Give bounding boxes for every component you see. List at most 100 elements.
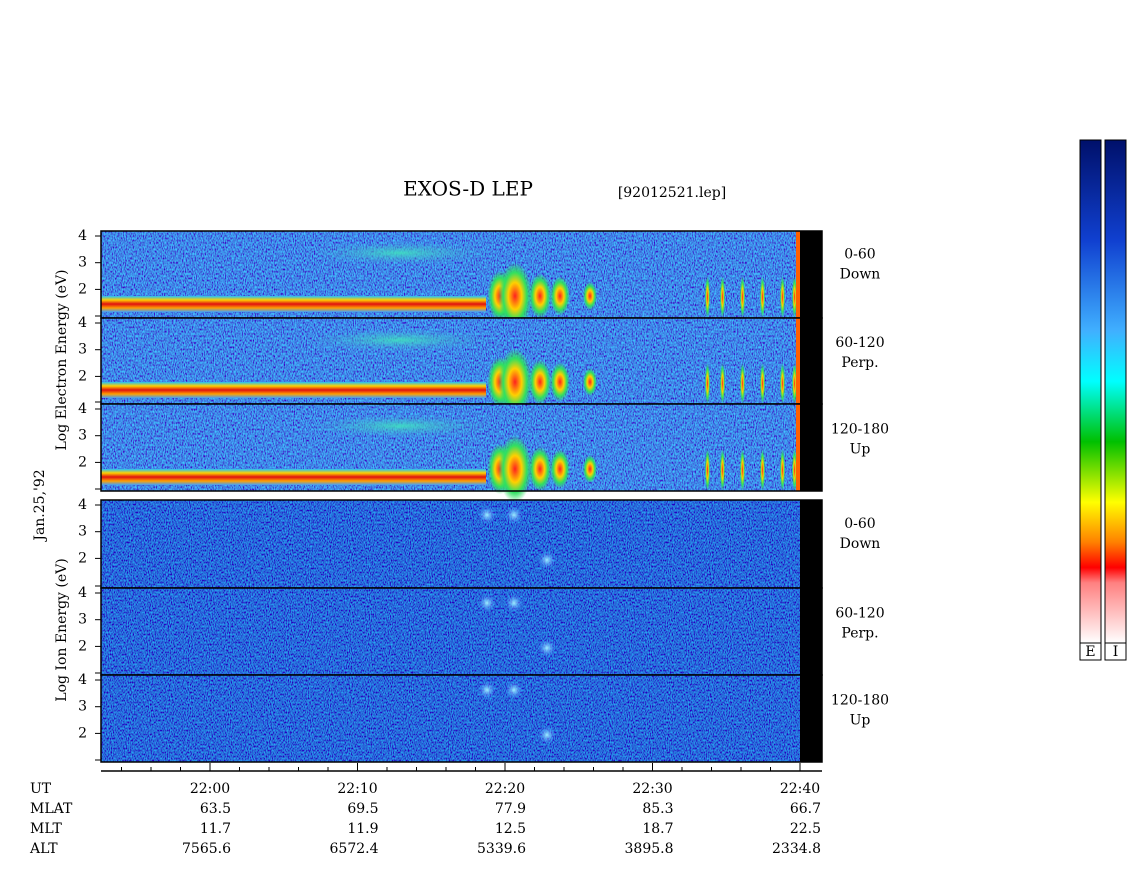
edge (796, 231, 800, 318)
spike (792, 276, 797, 318)
burst (550, 362, 570, 402)
ion-spot (538, 639, 556, 657)
panel-direction: Up (850, 713, 871, 729)
ion-spot (505, 594, 523, 612)
burst (550, 449, 570, 489)
burst (498, 348, 532, 416)
spike (705, 449, 710, 491)
colorbar (1104, 139, 1127, 644)
row-label: MLAT (30, 801, 73, 817)
panel-direction: Up (850, 442, 871, 458)
ephemeris-value: 12.5 (495, 821, 526, 837)
spectrogram-bg (101, 500, 800, 588)
y-tick-label: 3 (78, 255, 87, 271)
y-tick-label: 4 (78, 585, 87, 601)
spectrograms: 2 3 4 0-60 Down 2 3 4 60-120 Perp. 2 3 4 120-180 Up 2 3 4… (78, 228, 889, 763)
y-tick-label: 2 (78, 368, 87, 384)
panel-direction: Perp. (841, 355, 878, 371)
panel-range: 60-120 (835, 335, 884, 351)
y-tick-label: 3 (78, 428, 87, 444)
panel-range: 120-180 (831, 422, 889, 438)
ephemeris-value: 63.5 (200, 801, 231, 817)
ephemeris-value: 6572.4 (330, 841, 379, 857)
cloud (305, 241, 495, 265)
time-label: 22:00 (190, 781, 230, 797)
ephemeris-value: 69.5 (347, 801, 378, 817)
spectrogram-bg (101, 588, 800, 675)
panel-range: 0-60 (844, 516, 875, 532)
ephemeris-value: 11.9 (347, 821, 378, 837)
y-tick-label: 4 (78, 228, 87, 244)
ion-spot (505, 506, 523, 524)
spike (760, 276, 765, 318)
ephemeris-value: 7565.6 (182, 841, 231, 857)
ephemeris-value: 18.7 (642, 821, 673, 837)
burst (528, 359, 552, 405)
spike (705, 363, 710, 404)
colorbar-label-box (1104, 642, 1127, 661)
y-tick-label: 4 (78, 315, 87, 331)
y-tick-label: 2 (78, 550, 87, 566)
ion-axis-label: Log Ion Energy (eV) (54, 558, 70, 701)
date: Jan.25,'92 (32, 469, 48, 542)
burst (583, 368, 597, 396)
ion-spot (505, 681, 523, 699)
ephemeris-value: 5339.6 (477, 841, 526, 857)
data-gap (800, 675, 822, 762)
ion-spot (538, 726, 556, 744)
panel-range: 60-120 (835, 606, 884, 622)
burst (498, 435, 532, 503)
burst (528, 446, 552, 492)
spike (780, 276, 785, 318)
y-tick-label: 3 (78, 612, 87, 628)
ion-spot (538, 551, 556, 569)
ephemeris-value: 77.9 (495, 801, 526, 817)
y-tick-label: 2 (78, 725, 87, 741)
y-tick-label: 2 (78, 281, 87, 297)
edge (796, 404, 800, 491)
time-label: 22:10 (337, 781, 377, 797)
data-gap (800, 318, 822, 404)
time-label: 22:20 (485, 781, 525, 797)
low-energy-band (101, 296, 486, 312)
panel-range: 120-180 (831, 693, 889, 709)
cloud (305, 328, 495, 352)
data-gap (800, 500, 822, 588)
burst (550, 276, 570, 316)
time-label: 22:40 (780, 781, 820, 797)
panel-frame (100, 403, 823, 492)
colorbar (1079, 139, 1102, 644)
time-axis: UT 22:00 22:10 22:20 22:30 22:40 MLAT 63.5 69.5 7… (29, 763, 822, 857)
row-label: UT (30, 781, 52, 797)
row-label: MLT (30, 821, 62, 837)
ephemeris-value: 66.7 (790, 801, 821, 817)
y-tick-label: 3 (78, 699, 87, 715)
y-tick-label: 3 (78, 342, 87, 358)
ion-spot (478, 681, 496, 699)
panel-frame (100, 674, 823, 763)
spike (792, 449, 797, 491)
ion-spot (478, 594, 496, 612)
spike (705, 276, 710, 318)
spike (720, 276, 725, 318)
ephemeris-value: 2334.8 (772, 841, 821, 857)
colorbar-label: E (1085, 644, 1095, 660)
y-tick-label: 3 (78, 524, 87, 540)
low-energy-band (101, 469, 486, 485)
spike (720, 363, 725, 404)
spike (760, 449, 765, 491)
burst (528, 273, 552, 319)
ephemeris-value: 22.5 (790, 821, 821, 837)
burst (583, 455, 597, 483)
y-tick-label: 4 (78, 401, 87, 417)
burst (583, 282, 597, 310)
y-tick-label: 4 (78, 672, 87, 688)
spike (760, 363, 765, 404)
panel-direction: Down (840, 267, 881, 283)
y-tick-label: 2 (78, 638, 87, 654)
ephemeris-value: 11.7 (200, 821, 231, 837)
burst (498, 262, 532, 330)
spike (792, 363, 797, 404)
